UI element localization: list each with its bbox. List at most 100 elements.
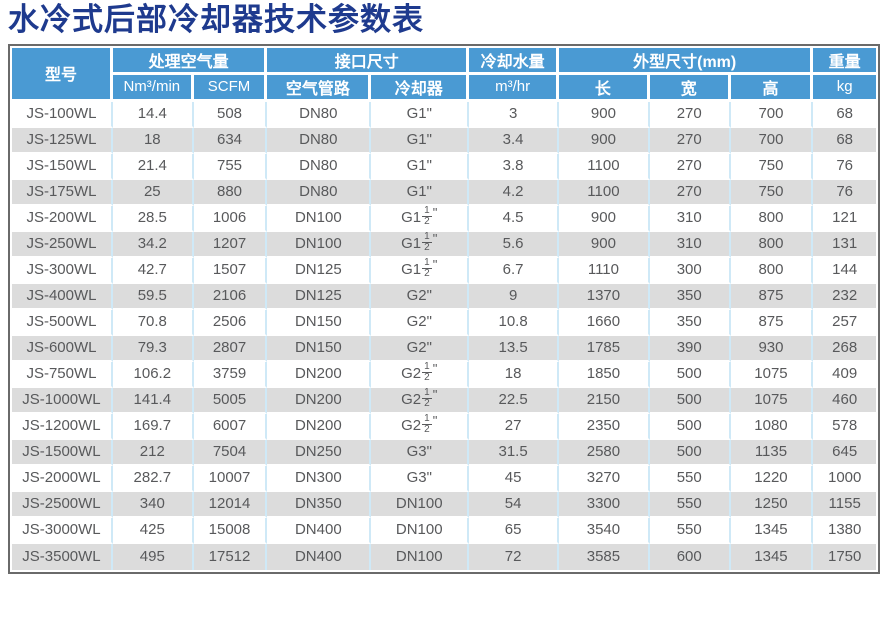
nm3min-cell: 340 (112, 491, 194, 518)
model-cell: JS-3000WL (12, 517, 113, 544)
nm3min-cell: 141.4 (112, 387, 194, 414)
header-unit-m3hr: m³/hr (469, 74, 560, 102)
cooler-cell: G2 1 2 " (371, 387, 470, 414)
nm3min-cell: 212 (112, 439, 194, 466)
scfm-cell: 2106 (193, 283, 268, 310)
table-header: 型号 处理空气量 接口尺寸 冷却水量 外型尺寸(mm) 重量 Nm³/min S… (12, 47, 876, 102)
model-cell: JS-100WL (12, 101, 113, 128)
model-cell: JS-250WL (12, 231, 113, 258)
width-cell: 350 (649, 283, 731, 310)
header-weight: 重量 (813, 47, 876, 75)
air-pipe-cell: DN200 (267, 413, 372, 440)
height-cell: 1075 (730, 361, 814, 388)
width-cell: 500 (649, 439, 731, 466)
weight-cell: 232 (813, 283, 876, 310)
model-cell: JS-600WL (12, 335, 113, 362)
air-pipe-cell: DN150 (267, 309, 372, 336)
table-row: JS-125WL 18 634 DN80 G1" 3.4 900 270 700 68 (12, 127, 876, 154)
height-cell: 700 (730, 127, 814, 154)
cooler-cell: G1" (371, 127, 470, 154)
header-unit-scfm: SCFM (193, 74, 268, 102)
header-air-pipe: 空气管路 (267, 74, 372, 102)
length-cell: 1110 (559, 257, 650, 284)
cooling-water-cell: 3 (469, 101, 560, 128)
model-cell: JS-1500WL (12, 439, 113, 466)
height-cell: 1075 (730, 387, 814, 414)
cooler-cell: G2" (371, 335, 470, 362)
air-pipe-cell: DN200 (267, 361, 372, 388)
weight-cell: 76 (813, 153, 876, 180)
scfm-cell: 508 (193, 101, 268, 128)
scfm-cell: 1207 (193, 231, 268, 258)
cooler-cell: DN100 (371, 491, 470, 518)
cooling-water-cell: 3.8 (469, 153, 560, 180)
table-row: JS-100WL 14.4 508 DN80 G1" 3 900 270 700 68 (12, 101, 876, 128)
width-cell: 270 (649, 153, 731, 180)
cooling-water-cell: 9 (469, 283, 560, 310)
air-pipe-cell: DN100 (267, 231, 372, 258)
width-cell: 500 (649, 361, 731, 388)
weight-cell: 578 (813, 413, 876, 440)
nm3min-cell: 28.5 (112, 205, 194, 232)
model-cell: JS-125WL (12, 127, 113, 154)
cooler-cell: G2 1 2 " (371, 361, 470, 388)
length-cell: 1370 (559, 283, 650, 310)
scfm-cell: 1507 (193, 257, 268, 284)
height-cell: 1135 (730, 439, 814, 466)
weight-cell: 68 (813, 101, 876, 128)
table-row: JS-3000WL 425 15008 DN400 DN100 65 3540 550 1345… (12, 517, 876, 544)
width-cell: 310 (649, 205, 731, 232)
air-pipe-cell: DN400 (267, 543, 372, 570)
cooler-cell: G1" (371, 179, 470, 206)
air-pipe-cell: DN350 (267, 491, 372, 518)
cooling-water-cell: 6.7 (469, 257, 560, 284)
cooler-cell: G1" (371, 101, 470, 128)
weight-cell: 121 (813, 205, 876, 232)
table-row: JS-400WL 59.5 2106 DN125 G2" 9 1370 350 875 232 (12, 283, 876, 310)
cooling-water-cell: 4.5 (469, 205, 560, 232)
model-cell: JS-400WL (12, 283, 113, 310)
cooling-water-cell: 3.4 (469, 127, 560, 154)
nm3min-cell: 21.4 (112, 153, 194, 180)
cooler-cell: G2" (371, 309, 470, 336)
width-cell: 390 (649, 335, 731, 362)
model-cell: JS-750WL (12, 361, 113, 388)
cooling-water-cell: 13.5 (469, 335, 560, 362)
length-cell: 900 (559, 231, 650, 258)
model-cell: JS-150WL (12, 153, 113, 180)
model-cell: JS-300WL (12, 257, 113, 284)
height-cell: 800 (730, 257, 814, 284)
weight-cell: 460 (813, 387, 876, 414)
cooling-water-cell: 72 (469, 543, 560, 570)
cooling-water-cell: 54 (469, 491, 560, 518)
scfm-cell: 6007 (193, 413, 268, 440)
height-cell: 1080 (730, 413, 814, 440)
length-cell: 1100 (559, 179, 650, 206)
header-length: 长 (559, 74, 650, 102)
nm3min-cell: 282.7 (112, 465, 194, 492)
scfm-cell: 755 (193, 153, 268, 180)
width-cell: 550 (649, 491, 731, 518)
length-cell: 900 (559, 127, 650, 154)
nm3min-cell: 495 (112, 543, 194, 570)
air-pipe-cell: DN200 (267, 387, 372, 414)
height-cell: 875 (730, 283, 814, 310)
width-cell: 270 (649, 101, 731, 128)
table-row: JS-300WL 42.7 1507 DN125 G1 1 2 " 6.7 1110 300 800 1… (12, 257, 876, 284)
width-cell: 300 (649, 257, 731, 284)
length-cell: 3540 (559, 517, 650, 544)
length-cell: 1785 (559, 335, 650, 362)
table-row: JS-2000WL 282.7 10007 DN300 G3" 45 3270 550 1220… (12, 465, 876, 492)
air-pipe-cell: DN125 (267, 257, 372, 284)
scfm-cell: 15008 (193, 517, 268, 544)
air-pipe-cell: DN80 (267, 153, 372, 180)
model-cell: JS-2000WL (12, 465, 113, 492)
weight-cell: 268 (813, 335, 876, 362)
header-row-groups: 型号 处理空气量 接口尺寸 冷却水量 外型尺寸(mm) 重量 (12, 47, 876, 102)
header-unit-nm3min: Nm³/min (112, 74, 194, 102)
height-cell: 1250 (730, 491, 814, 518)
weight-cell: 645 (813, 439, 876, 466)
table-body: JS-100WL 14.4 508 DN80 G1" 3 900 270 700 68 JS-125… (12, 101, 876, 570)
